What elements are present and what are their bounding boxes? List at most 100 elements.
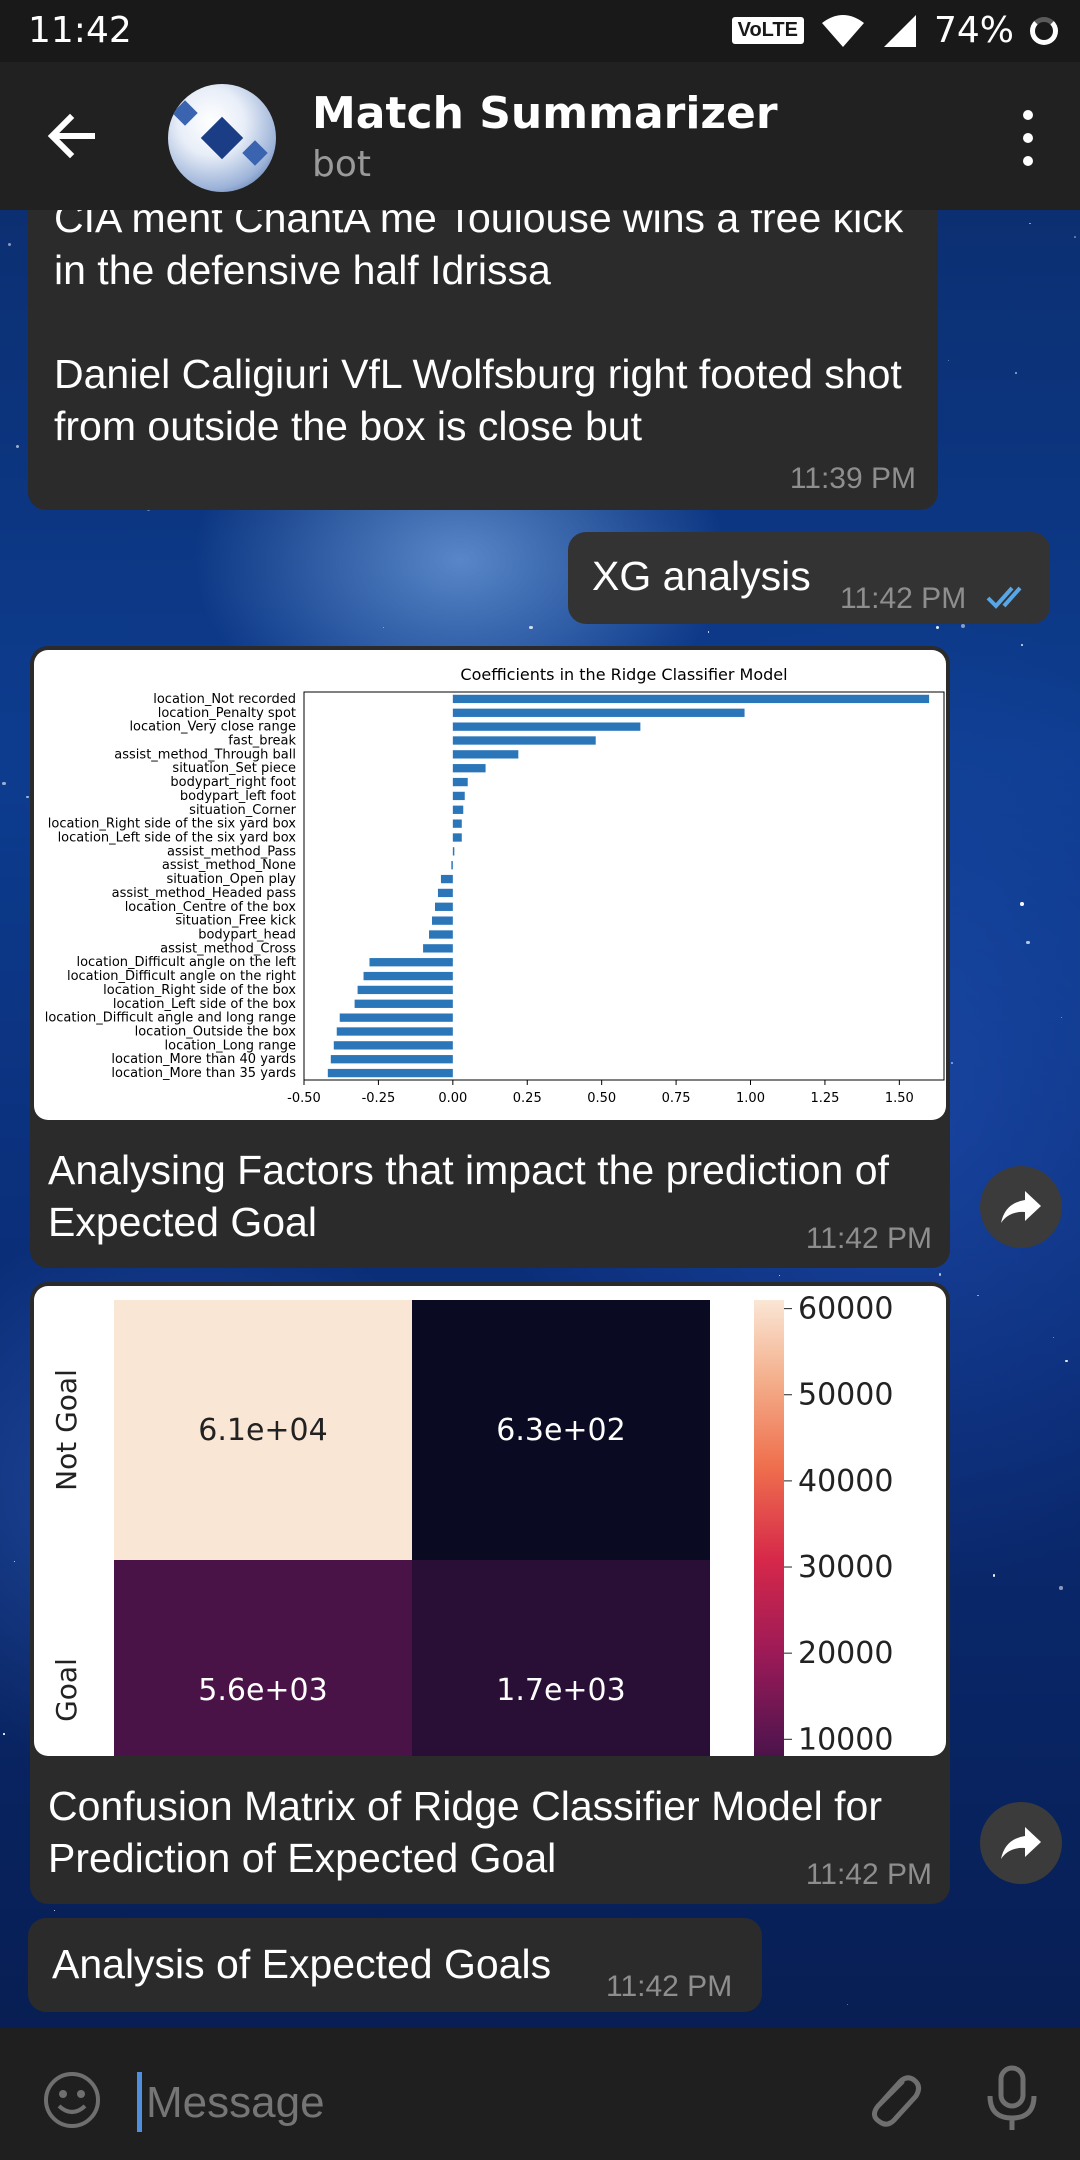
y-tick-label: bodypart_right foot — [170, 775, 296, 790]
star — [935, 625, 939, 629]
photo-message[interactable]: 6.1e+04 6.3e+02 5.6e+03 1.7e+03 Not Goal Goal… — [30, 1282, 950, 1904]
row-label: Not Goal — [50, 1369, 83, 1491]
paperclip-icon[interactable] — [862, 2068, 924, 2130]
x-tick-label: 1.00 — [736, 1091, 765, 1106]
x-tick-label: 1.25 — [810, 1091, 839, 1106]
bar — [452, 736, 596, 745]
status-bar: 11:42 VoLTE 74% — [0, 0, 1080, 62]
row-label: Goal — [50, 1658, 83, 1722]
more-vertical-icon[interactable] — [1006, 110, 1050, 166]
photo-caption: Analysing Factors that impact the predic… — [48, 1147, 901, 1245]
message-bubble-outgoing[interactable]: XG analysis 11:42 PM — [568, 532, 1050, 624]
y-tick-label: location_More than 40 yards — [111, 1052, 296, 1067]
bar — [452, 750, 519, 759]
x-tick-label: 0.25 — [513, 1091, 542, 1106]
y-tick-label: location_Left side of the box — [113, 997, 296, 1012]
coefficients-bar-chart: Coefficients in the Ridge Classifier Mod… — [45, 665, 945, 1106]
emoji-icon[interactable] — [42, 2070, 102, 2130]
coefficients-chart-image[interactable]: Coefficients in the Ridge Classifier Mod… — [34, 650, 946, 1120]
y-tick-label: situation_Free kick — [175, 914, 296, 929]
y-tick-label: location_Right side of the box — [103, 983, 296, 998]
y-tick-label: assist_method_Through ball — [114, 747, 296, 762]
star — [529, 626, 533, 630]
star — [1060, 1016, 1063, 1019]
message-time: 11:42 PM — [805, 1858, 932, 1891]
y-tick-label: bodypart_head — [198, 928, 296, 943]
y-tick-label: location_Outside the box — [135, 1025, 297, 1040]
star — [1065, 1359, 1068, 1363]
arrow-left-icon[interactable] — [40, 104, 104, 168]
chart-title: Coefficients in the Ridge Classifier Mod… — [460, 665, 787, 684]
message-input[interactable] — [144, 2072, 748, 2134]
bar — [440, 874, 453, 884]
y-tick-label: situation_Corner — [189, 803, 296, 818]
bar — [330, 1055, 453, 1064]
y-tick-label: location_Very close range — [129, 720, 296, 735]
bar — [452, 764, 486, 773]
bar — [452, 819, 462, 828]
battery-percent: 74% — [933, 10, 1014, 51]
y-tick-label: assist_method_Headed pass — [112, 886, 297, 901]
message-time: 11:42 PM — [840, 582, 967, 615]
y-tick-label: situation_Open play — [167, 872, 297, 887]
y-tick-label: location_Centre of the box — [125, 900, 297, 915]
bar — [336, 1027, 453, 1036]
colorbar-tick-label: 30000 — [798, 1550, 893, 1585]
bar — [354, 999, 453, 1008]
bar — [333, 1041, 453, 1050]
chat-header: Match Summarizer bot — [0, 62, 1080, 210]
star — [938, 1273, 941, 1276]
battery-icon — [1030, 16, 1058, 45]
star — [951, 1061, 954, 1064]
bar — [429, 930, 453, 939]
bar — [357, 985, 453, 995]
heatmap-cell — [412, 1300, 710, 1560]
star — [1029, 222, 1031, 225]
star — [1014, 371, 1018, 375]
star — [1020, 644, 1023, 647]
cell-value-label: 1.7e+03 — [496, 1673, 625, 1708]
share-icon[interactable] — [980, 1166, 1062, 1248]
y-tick-label: location_Not recorded — [153, 692, 296, 707]
colorbar-tick-label: 10000 — [798, 1722, 893, 1756]
star — [778, 1274, 781, 1277]
bar — [423, 944, 453, 953]
cell-value-label: 6.3e+02 — [496, 1413, 625, 1448]
message-text: Analysis of Expected Goals — [52, 1941, 552, 1987]
y-tick-label: location_Right side of the six yard box — [48, 817, 297, 832]
wifi-icon — [821, 14, 864, 47]
signal-icon — [883, 14, 916, 47]
double-check-icon — [986, 586, 1022, 609]
colorbar-tick-label: 50000 — [798, 1378, 893, 1413]
y-tick-label: bodypart_left foot — [180, 789, 296, 804]
message-bubble[interactable]: Analysis of Expected Goals 11:42 PM — [28, 1918, 762, 2012]
star — [25, 795, 29, 799]
star — [1074, 235, 1077, 238]
confusion-matrix-image[interactable]: 6.1e+04 6.3e+02 5.6e+03 1.7e+03 Not Goal Goal… — [34, 1286, 946, 1756]
bar — [452, 694, 930, 704]
plot-frame — [303, 691, 945, 1081]
bar — [434, 902, 453, 911]
avatar[interactable] — [168, 84, 276, 192]
x-tick-label: -0.25 — [362, 1091, 396, 1106]
y-tick-label: assist_method_Cross — [160, 941, 296, 956]
colorbar-tick-label: 20000 — [798, 1636, 893, 1671]
chat-title[interactable]: Match Summarizer — [312, 88, 778, 139]
star — [961, 624, 966, 629]
y-tick-label: location_Difficult angle and long range — [45, 1011, 296, 1026]
photo-message[interactable]: Coefficients in the Ridge Classifier Mod… — [30, 646, 950, 1268]
y-tick-label: fast_break — [228, 734, 296, 749]
bar — [452, 791, 465, 801]
star — [1026, 940, 1030, 945]
volte-badge: VoLTE — [731, 17, 804, 44]
microphone-icon[interactable] — [984, 2064, 1040, 2134]
x-tick-label: 0.75 — [662, 1091, 691, 1106]
heatmap-cell — [114, 1300, 412, 1560]
star — [1, 781, 6, 786]
bar — [452, 805, 464, 814]
colorbar-tick-label: 60000 — [798, 1292, 893, 1327]
bar — [437, 888, 453, 898]
chat-subtitle: bot — [312, 144, 371, 185]
share-icon[interactable] — [980, 1802, 1062, 1884]
message-bubble[interactable]: CIA ment ChantA me Toulouse wins a free … — [28, 170, 938, 510]
